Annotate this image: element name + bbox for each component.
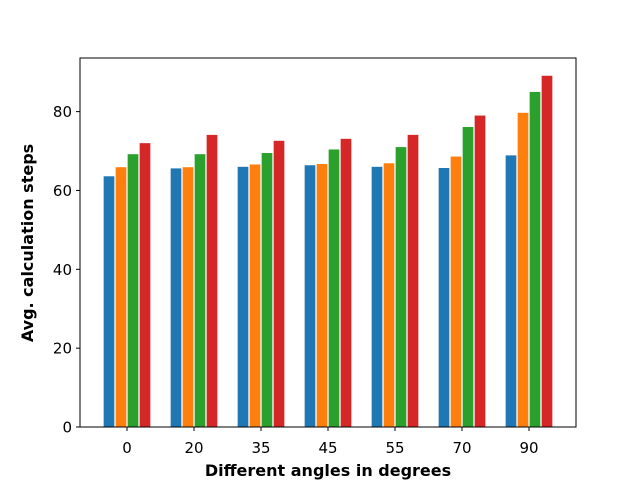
bar-series-2-35 xyxy=(248,163,262,428)
x-tick-label: 90 xyxy=(519,439,538,457)
bar-series-3-45 xyxy=(327,148,341,428)
bar-series-1-45 xyxy=(303,164,317,428)
y-tick-label: 20 xyxy=(53,340,72,358)
bar-series-4-0 xyxy=(138,142,152,428)
plot-frame xyxy=(79,57,577,428)
x-tick-label: 55 xyxy=(385,439,404,457)
bar-series-3-35 xyxy=(260,152,274,428)
bar-series-1-70 xyxy=(437,167,451,428)
y-axis-ticks: 0 20 40 60 80 xyxy=(53,103,80,437)
bar-series-2-20 xyxy=(181,166,195,428)
bar-series-3-90 xyxy=(528,91,542,428)
x-tick-label: 70 xyxy=(452,439,471,457)
bar-series-4-45 xyxy=(339,138,353,428)
x-axis-ticks: 0 20 35 45 55 70 90 xyxy=(122,427,539,457)
bar-series-2-90 xyxy=(516,112,530,428)
bar-series-1-55 xyxy=(370,166,384,428)
y-tick-label: 80 xyxy=(53,103,72,121)
bar-series-2-55 xyxy=(382,162,396,428)
bar-series-2-0 xyxy=(114,166,128,428)
bar-series-1-0 xyxy=(102,175,116,428)
x-axis-title: Different angles in degrees xyxy=(205,461,451,480)
bar-series-3-55 xyxy=(394,146,408,428)
y-tick-label: 40 xyxy=(53,261,72,279)
bar-series-2-45 xyxy=(315,163,329,428)
bar-series-4-70 xyxy=(473,114,487,428)
bar-series-4-20 xyxy=(205,134,219,428)
x-tick-label: 35 xyxy=(251,439,270,457)
bar-series-3-0 xyxy=(126,153,140,428)
bar-series-2-70 xyxy=(449,155,463,428)
y-axis-title: Avg. calculation steps xyxy=(18,144,37,342)
bar-series-4-55 xyxy=(406,134,420,428)
bar-series-1-20 xyxy=(169,167,183,428)
y-tick-label: 60 xyxy=(53,182,72,200)
bar-series-1-35 xyxy=(236,166,250,428)
bar-series-4-90 xyxy=(540,74,554,428)
x-tick-label: 0 xyxy=(122,439,132,457)
x-tick-label: 20 xyxy=(184,439,203,457)
bar-series-3-70 xyxy=(461,126,475,428)
bar-series-4-35 xyxy=(272,139,286,428)
x-tick-label: 45 xyxy=(318,439,337,457)
bar-series-3-20 xyxy=(193,153,207,428)
bar-series-1-90 xyxy=(504,154,518,428)
y-tick-label: 0 xyxy=(62,419,72,437)
